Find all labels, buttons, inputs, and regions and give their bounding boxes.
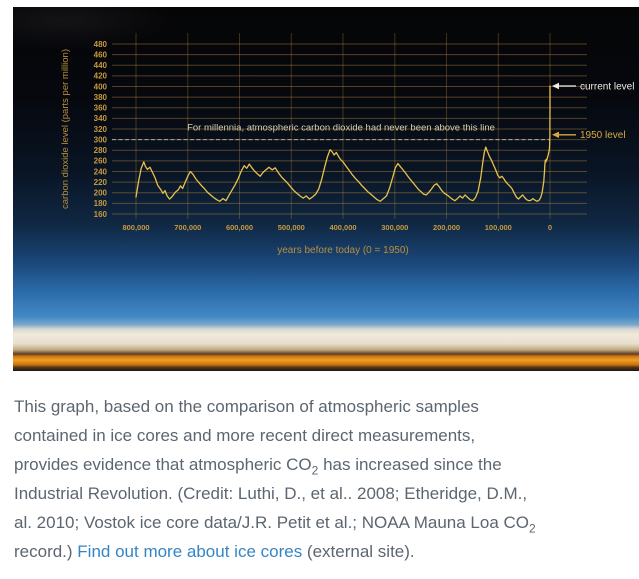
co2-subscript: 2 xyxy=(529,521,536,536)
1950-level-arrow-icon xyxy=(552,131,559,138)
svg-text:380: 380 xyxy=(94,93,108,102)
svg-text:200: 200 xyxy=(94,189,108,198)
caption-text: provides evidence that atmospheric CO xyxy=(14,455,312,474)
current-level-label: current level xyxy=(580,81,634,92)
earth-horizon-photo xyxy=(13,7,639,171)
caption-text: has increased since the xyxy=(318,455,502,474)
svg-text:400: 400 xyxy=(94,82,108,91)
svg-text:0: 0 xyxy=(548,223,552,232)
co2-graph-image: 480 460 440 420 400 380 360 340 320 300 280 260 240 2… xyxy=(13,7,639,371)
svg-text:700,000: 700,000 xyxy=(174,223,201,232)
co2-subscript: 2 xyxy=(311,463,319,478)
svg-text:260: 260 xyxy=(94,157,108,166)
svg-text:100,000: 100,000 xyxy=(485,223,512,232)
svg-text:340: 340 xyxy=(94,114,108,123)
svg-text:480: 480 xyxy=(94,40,108,49)
svg-text:240: 240 xyxy=(94,167,108,176)
caption-text: contained in ice cores and more recent d… xyxy=(14,426,476,445)
co2-data-line xyxy=(135,85,551,202)
svg-text:160: 160 xyxy=(94,210,108,219)
figure-caption: This graph, based on the comparison of a… xyxy=(14,392,639,566)
1950-level-label: 1950 level xyxy=(580,130,626,141)
caption-line: provides evidence that atmospheric CO2 h… xyxy=(14,450,639,479)
caption-text: al. 2010; Vostok ice core data/J.R. Peti… xyxy=(14,513,529,532)
svg-text:280: 280 xyxy=(94,146,108,155)
svg-text:600,000: 600,000 xyxy=(226,223,253,232)
svg-text:420: 420 xyxy=(94,72,108,81)
svg-text:220: 220 xyxy=(94,178,108,187)
1950-level-marker: 1950 level xyxy=(552,130,626,141)
caption-line: Industrial Revolution. (Credit: Luthi, D… xyxy=(14,479,639,508)
y-axis-title: carbon dioxide level (parts per million) xyxy=(60,49,71,209)
caption-line: record.) Find out more about ice cores (… xyxy=(14,537,639,566)
current-level-arrow-icon xyxy=(552,82,559,90)
svg-text:320: 320 xyxy=(94,125,108,134)
svg-text:400,000: 400,000 xyxy=(329,223,356,232)
caption-line: This graph, based on the comparison of a… xyxy=(14,392,639,421)
svg-text:300: 300 xyxy=(94,135,108,144)
threshold-annotation: For millennia, atmospheric carbon dioxid… xyxy=(187,123,495,134)
svg-text:180: 180 xyxy=(94,199,108,208)
caption-text: This graph, based on the comparison of a… xyxy=(14,397,479,416)
caption-text: (external site). xyxy=(302,542,415,561)
caption-text: Industrial Revolution. (Credit: Luthi, D… xyxy=(14,484,528,503)
ice-cores-link[interactable]: Find out more about ice cores xyxy=(77,542,303,561)
current-level-marker: current level xyxy=(552,81,634,92)
svg-text:500,000: 500,000 xyxy=(278,223,305,232)
caption-line: contained in ice cores and more recent d… xyxy=(14,421,639,450)
x-axis-tick-labels: 800,000 700,000 600,000 500,000 400,000 300,0… xyxy=(122,223,552,232)
x-axis-title: years before today (0 = 1950) xyxy=(277,245,408,256)
caption-text: record.) xyxy=(14,542,78,561)
svg-text:800,000: 800,000 xyxy=(122,223,149,232)
svg-text:300,000: 300,000 xyxy=(381,223,408,232)
svg-text:200,000: 200,000 xyxy=(433,223,460,232)
svg-text:440: 440 xyxy=(94,61,108,70)
svg-text:460: 460 xyxy=(94,50,108,59)
caption-line: al. 2010; Vostok ice core data/J.R. Peti… xyxy=(14,508,639,537)
svg-text:360: 360 xyxy=(94,104,108,113)
